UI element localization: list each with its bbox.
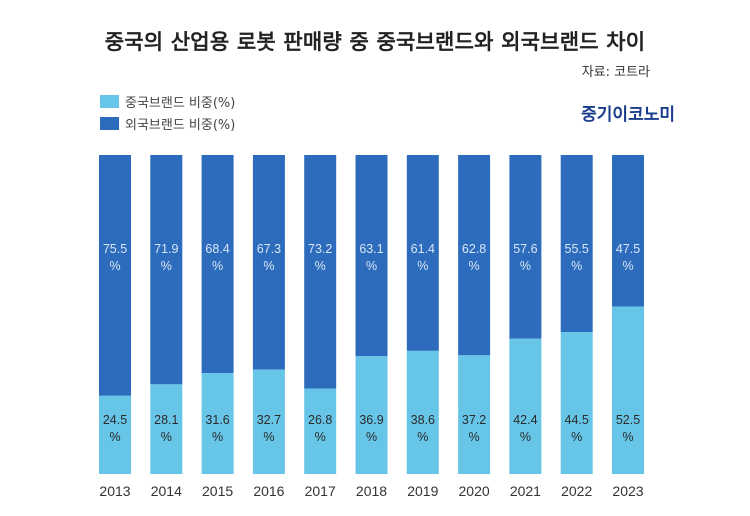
value-label-foreign-2016: 67.3% — [257, 242, 281, 273]
bar-foreign-2022 — [560, 155, 593, 333]
bar-foreign-2013 — [99, 155, 131, 396]
legend: 중국브랜드 비중(%) 외국브랜드 비중(%) — [100, 90, 235, 134]
bar-domestic-2019 — [406, 350, 439, 474]
bar-foreign-2015 — [201, 155, 234, 374]
value-label-domestic-2019: 38.6% — [411, 413, 435, 444]
legend-item-foreign: 외국브랜드 비중(%) — [100, 112, 235, 134]
bar-domestic-2016 — [252, 369, 285, 474]
value-label-domestic-2017: 26.8% — [308, 413, 332, 444]
bar-domestic-2014 — [150, 384, 183, 474]
bar-foreign-2023 — [612, 155, 644, 307]
value-label-domestic-2023: 52.5% — [616, 413, 640, 444]
brand-logo-text: 중기이코노미 — [581, 105, 675, 125]
value-label-foreign-2022: 55.5% — [565, 242, 589, 273]
bar-foreign-2021 — [509, 155, 542, 339]
x-tick-label-2018: 2018 — [356, 483, 387, 499]
value-label-foreign-2014: 71.9% — [154, 242, 178, 273]
legend-swatch-foreign — [100, 116, 119, 130]
value-label-domestic-2015: 31.6% — [205, 413, 229, 444]
bar-domestic-2013 — [99, 395, 131, 474]
legend-item-domestic: 중국브랜드 비중(%) — [100, 90, 235, 112]
value-label-foreign-2015: 68.4% — [205, 242, 229, 273]
x-tick-label-2017: 2017 — [305, 483, 336, 499]
value-label-foreign-2019: 61.4% — [411, 242, 435, 273]
bar-domestic-2020 — [458, 355, 491, 474]
value-label-foreign-2018: 63.1% — [359, 242, 383, 273]
bar-foreign-2020 — [458, 155, 491, 356]
x-tick-label-2019: 2019 — [407, 483, 438, 499]
value-label-foreign-2020: 62.8% — [462, 242, 486, 273]
value-label-domestic-2020: 37.2% — [462, 413, 486, 444]
legend-label-domestic: 중국브랜드 비중(%) — [125, 95, 236, 111]
x-tick-label-2016: 2016 — [253, 483, 284, 499]
value-label-domestic-2016: 32.7% — [257, 413, 281, 444]
source-note: 자료: 코트라 — [581, 65, 650, 80]
bar-foreign-2016 — [252, 155, 285, 370]
bar-foreign-2018 — [355, 155, 388, 357]
x-tick-label-2020: 2020 — [459, 483, 490, 499]
bar-domestic-2018 — [355, 356, 388, 474]
bar-domestic-2017 — [304, 388, 337, 474]
x-tick-label-2013: 2013 — [99, 483, 130, 499]
x-tick-label-2015: 2015 — [202, 483, 233, 499]
bar-foreign-2014 — [150, 155, 183, 385]
bar-domestic-2023 — [612, 306, 644, 474]
x-tick-label-2021: 2021 — [510, 483, 541, 499]
bar-foreign-2019 — [406, 155, 439, 351]
bar-foreign-2017 — [304, 155, 337, 389]
value-label-domestic-2018: 36.9% — [359, 413, 383, 444]
bar-domestic-2022 — [560, 332, 593, 474]
value-label-foreign-2013: 75.5% — [103, 242, 127, 273]
value-label-foreign-2021: 57.6% — [513, 242, 537, 273]
x-tick-label-2014: 2014 — [151, 483, 182, 499]
value-label-foreign-2023: 47.5% — [616, 242, 640, 273]
value-label-domestic-2013: 24.5% — [103, 413, 127, 444]
legend-label-foreign: 외국브랜드 비중(%) — [125, 117, 236, 133]
bar-domestic-2015 — [201, 373, 234, 474]
value-label-domestic-2014: 28.1% — [154, 413, 178, 444]
bar-domestic-2021 — [509, 338, 542, 474]
x-tick-label-2022: 2022 — [561, 483, 592, 499]
value-label-domestic-2022: 44.5% — [565, 413, 589, 444]
value-label-domestic-2021: 42.4% — [513, 413, 537, 444]
x-tick-label-2023: 2023 — [612, 483, 643, 499]
legend-swatch-domestic — [100, 94, 119, 108]
value-label-foreign-2017: 73.2% — [308, 242, 332, 273]
chart-title: 중국의 산업용 로봇 판매량 중 중국브랜드와 외국브랜드 차이 — [104, 30, 646, 54]
